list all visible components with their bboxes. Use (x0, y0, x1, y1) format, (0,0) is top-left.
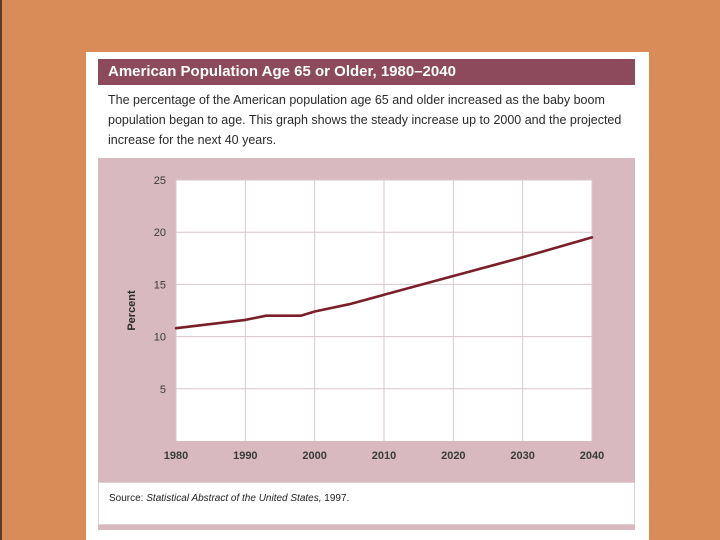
y-tick-label: 5 (160, 384, 166, 396)
series-line (174, 236, 594, 330)
title-bar: American Population Age 65 or Older, 198… (98, 59, 635, 85)
source-prefix: Source: (109, 493, 147, 504)
x-tick-label: 2000 (302, 450, 326, 462)
source-note: Source: Statistical Abstract of the Unit… (109, 493, 349, 504)
y-tick-label: 25 (154, 175, 166, 187)
x-tick-label: 2030 (510, 450, 534, 462)
y-tick-label: 20 (154, 227, 166, 239)
x-tick-label: 2040 (580, 450, 604, 462)
y-tick-label: 15 (154, 279, 166, 291)
x-tick-label: 2010 (372, 450, 396, 462)
source-title: Statistical Abstract of the United State… (146, 493, 322, 504)
source-box: Source: Statistical Abstract of the Unit… (98, 482, 635, 525)
chart-description: The percentage of the American populatio… (108, 93, 622, 147)
y-tick-label: 10 (154, 332, 166, 344)
left-edge-rule (0, 0, 2, 540)
x-tick-label: 2020 (441, 450, 465, 462)
source-year: 1997. (321, 493, 350, 504)
x-tick-label: 1990 (233, 450, 257, 462)
chart-title: American Population Age 65 or Older, 198… (108, 63, 456, 80)
x-tick-label: 1980 (164, 450, 188, 462)
y-axis-label: Percent (126, 290, 138, 331)
